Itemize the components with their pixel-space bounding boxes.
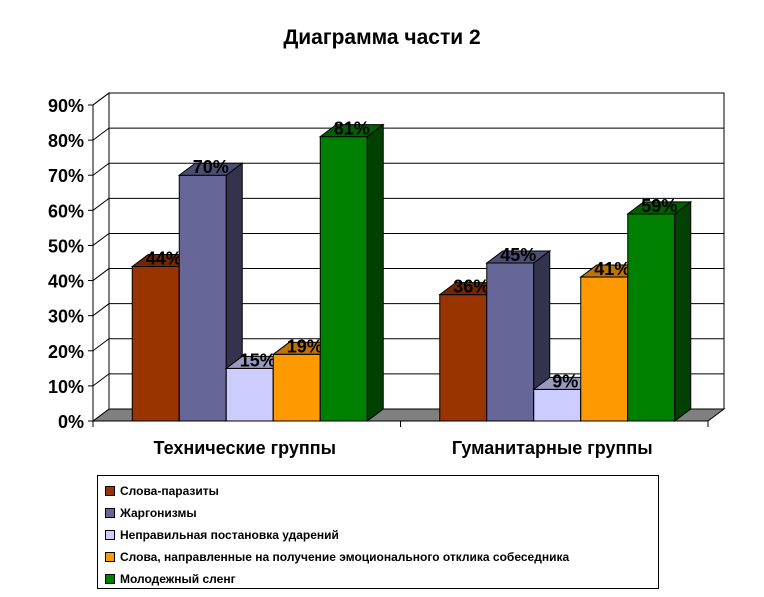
x-tick-label: Технические группы [153, 438, 336, 458]
data-label: 36% [453, 277, 489, 297]
y-tick-label: 90% [48, 96, 84, 116]
bar [131, 266, 180, 422]
bar [319, 136, 368, 422]
legend-swatch [105, 574, 115, 584]
gridline [92, 232, 724, 246]
data-label: 70% [193, 157, 229, 177]
legend-swatch [105, 508, 115, 518]
legend: Слова-паразиты Жаргонизмы Неправильная пос… [97, 475, 659, 589]
bar [627, 213, 676, 422]
legend-item: Слова, направленные на получение эмоцион… [105, 546, 658, 568]
data-label: 9% [552, 371, 578, 391]
y-tick-label: 70% [48, 166, 84, 186]
legend-item: Неправильная постановка ударений [105, 524, 658, 546]
bar [439, 294, 488, 422]
data-label: 15% [240, 350, 276, 370]
y-tick-label: 40% [48, 272, 84, 292]
data-label: 59% [641, 196, 677, 216]
y-tick-label: 0% [58, 412, 84, 432]
legend-swatch [105, 486, 115, 496]
data-label: 41% [594, 259, 630, 279]
gridline [92, 197, 724, 211]
legend-item: Молодежный сленг [105, 568, 658, 590]
y-tick-label: 30% [48, 307, 84, 327]
y-tick-label: 80% [48, 131, 84, 151]
bar [225, 367, 274, 422]
x-tick-label: Гуманитарные группы [452, 438, 653, 458]
y-tick-label: 10% [48, 377, 84, 397]
y-tick-label: 60% [48, 201, 84, 221]
y-tick-label: 20% [48, 342, 84, 362]
y-tick-label: 50% [48, 236, 84, 256]
data-label: 19% [287, 336, 323, 356]
legend-item: Жаргонизмы [105, 502, 658, 524]
plot-area: 0% 10% 20% 30% 40% 50% 60% 70% 80% 90% Технические… [48, 92, 726, 458]
bar-side [674, 200, 692, 422]
legend-label: Неправильная постановка ударений [120, 528, 339, 542]
bar-side [366, 123, 384, 422]
data-label: 44% [146, 249, 182, 269]
bar [533, 388, 582, 422]
gridline [92, 162, 724, 176]
legend-swatch [105, 552, 115, 562]
legend-item: Слова-паразиты [105, 480, 658, 502]
side-wall [92, 92, 110, 422]
gridline [92, 127, 724, 141]
gridline [92, 92, 724, 106]
bar [272, 353, 321, 422]
legend-label: Молодежный сленг [120, 572, 236, 586]
bar [580, 276, 629, 422]
legend-label: Слова-паразиты [120, 484, 219, 498]
bar [486, 262, 535, 422]
data-label: 45% [500, 245, 536, 265]
legend-label: Слова, направленные на получение эмоцион… [120, 550, 570, 564]
legend-label: Жаргонизмы [120, 506, 197, 520]
legend-swatch [105, 530, 115, 540]
bar [178, 174, 227, 422]
data-label: 81% [334, 119, 370, 139]
chart-title: Диаграмма части 2 [283, 26, 481, 49]
